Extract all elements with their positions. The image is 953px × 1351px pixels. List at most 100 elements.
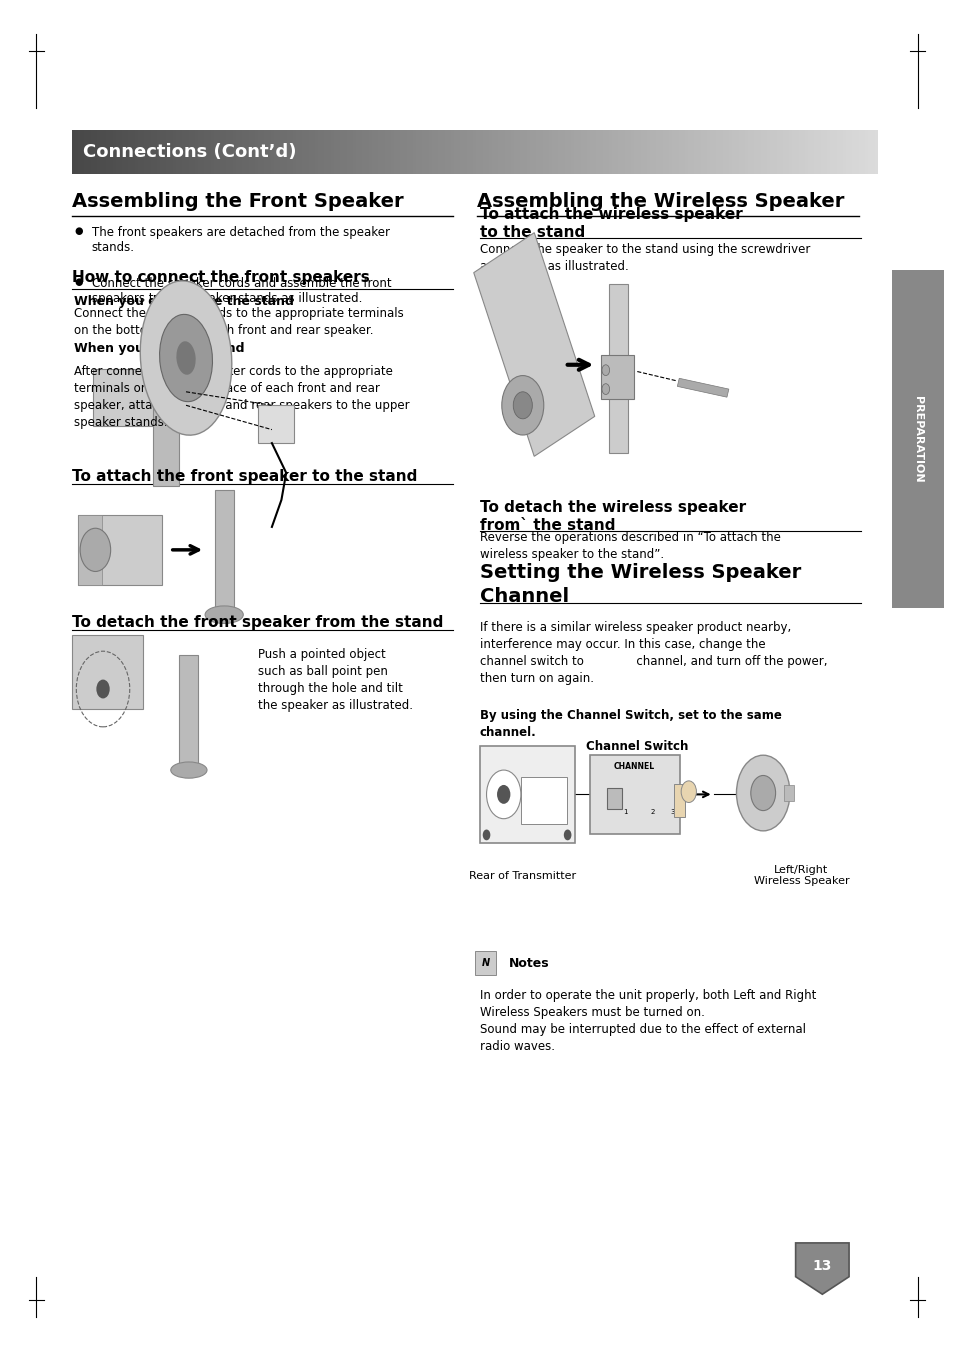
Bar (384, 130, 387, 174)
Bar (520, 130, 523, 174)
Bar (586, 130, 589, 174)
Bar (497, 130, 501, 174)
Bar (132, 130, 134, 174)
Bar (492, 130, 495, 174)
Bar (172, 130, 175, 174)
Bar (425, 130, 428, 174)
Bar (119, 130, 122, 174)
Text: Connections (Cont’d): Connections (Cont’d) (83, 143, 296, 161)
Bar (403, 130, 406, 174)
Bar (274, 130, 276, 174)
Bar (331, 130, 334, 174)
Text: CHANNEL: CHANNEL (613, 762, 655, 771)
Bar (577, 130, 580, 174)
Bar (757, 130, 760, 174)
Bar (476, 130, 478, 174)
Bar (314, 130, 317, 174)
Bar (504, 130, 507, 174)
Bar (280, 130, 283, 174)
Bar (511, 130, 514, 174)
Bar (482, 130, 485, 174)
Bar (776, 130, 779, 174)
Bar (321, 130, 324, 174)
Polygon shape (677, 378, 728, 397)
Text: Left/Right
Wireless Speaker: Left/Right Wireless Speaker (753, 865, 848, 886)
Bar (264, 130, 267, 174)
Bar (684, 130, 687, 174)
Bar (245, 130, 249, 174)
Bar (359, 130, 362, 174)
Circle shape (601, 384, 609, 394)
Bar (814, 130, 817, 174)
Bar (115, 130, 119, 174)
Bar (589, 130, 593, 174)
Bar (783, 785, 793, 801)
Bar (299, 130, 302, 174)
Bar (185, 130, 189, 174)
Bar (782, 130, 785, 174)
Bar (801, 130, 804, 174)
Bar (779, 130, 782, 174)
Bar (93, 369, 158, 426)
Bar (437, 130, 441, 174)
Bar (600, 355, 634, 399)
Text: To attach the wireless speaker 
to the stand: To attach the wireless speaker to the st… (479, 207, 747, 240)
Bar (258, 130, 261, 174)
Bar (678, 130, 681, 174)
Bar (845, 130, 848, 174)
Text: Push a pointed object
such as ball point pen
through the hole and tilt
the speak: Push a pointed object such as ball point… (257, 648, 412, 712)
Bar (353, 130, 355, 174)
Bar (672, 130, 675, 174)
Bar (78, 515, 162, 585)
Bar (538, 130, 542, 174)
Bar (216, 130, 220, 174)
Circle shape (563, 830, 571, 840)
Bar (598, 130, 602, 174)
Text: To detach the wireless speaker 
from` the stand: To detach the wireless speaker from` the… (479, 500, 750, 534)
Circle shape (513, 392, 532, 419)
Bar (643, 130, 646, 174)
Bar (829, 130, 833, 174)
Bar (637, 130, 639, 174)
Bar (735, 130, 738, 174)
Bar (870, 130, 874, 174)
Circle shape (497, 785, 510, 804)
Bar (375, 130, 377, 174)
Bar (362, 130, 365, 174)
Bar (125, 130, 129, 174)
Bar (346, 130, 350, 174)
Bar (470, 130, 473, 174)
Bar (545, 130, 548, 174)
Bar (589, 755, 679, 834)
Bar (823, 130, 826, 174)
Bar (804, 130, 807, 174)
Text: Connect the speaker to the stand using the screwdriver
and screw, as illustrated: Connect the speaker to the stand using t… (479, 243, 809, 273)
Bar (204, 130, 207, 174)
Bar (475, 951, 496, 975)
Text: To detach the front speaker from the stand: To detach the front speaker from the sta… (71, 615, 442, 630)
Bar (605, 130, 608, 174)
Bar (134, 130, 138, 174)
Bar (769, 130, 773, 174)
Bar (690, 130, 694, 174)
Text: The front speakers are detached from the speaker
stands.: The front speakers are detached from the… (91, 226, 389, 254)
Bar (608, 130, 612, 174)
Bar (602, 130, 605, 174)
Text: Connect the speaker cords and assemble the front
speakers to the speaker stands : Connect the speaker cords and assemble t… (91, 277, 391, 305)
Bar (754, 130, 757, 174)
Bar (410, 130, 413, 174)
Text: 1: 1 (623, 809, 627, 815)
Polygon shape (474, 232, 594, 457)
Bar (665, 130, 668, 174)
Bar (242, 130, 245, 174)
Bar (839, 130, 842, 174)
Bar (179, 130, 182, 174)
Bar (612, 130, 615, 174)
Text: To attach the front speaker to the stand: To attach the front speaker to the stand (71, 469, 416, 484)
Text: Assembling the Front Speaker: Assembling the Front Speaker (71, 192, 403, 211)
Bar (760, 130, 763, 174)
Bar (84, 130, 88, 174)
Bar (567, 130, 571, 174)
Bar (864, 130, 867, 174)
Bar (324, 130, 327, 174)
